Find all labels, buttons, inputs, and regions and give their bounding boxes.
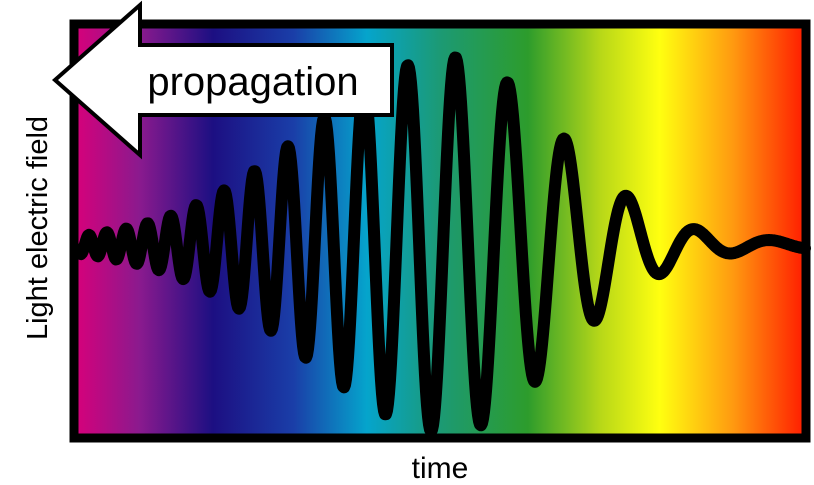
- x-axis-label: time: [412, 452, 469, 485]
- waveform: [72, 51, 811, 438]
- arrow-label: propagation: [147, 60, 358, 104]
- propagation-arrow: [51, 0, 394, 160]
- y-axis-label: Light electric field: [22, 116, 54, 340]
